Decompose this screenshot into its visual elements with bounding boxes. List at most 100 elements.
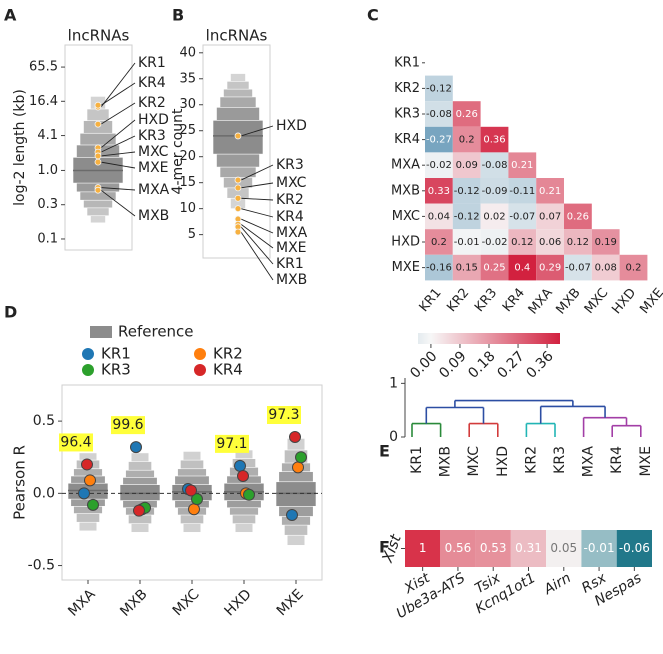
- point-label: KR2: [276, 192, 304, 208]
- cell-label: 0.29: [539, 263, 561, 274]
- heat-cell: [480, 178, 509, 204]
- heat-cell: [591, 254, 620, 281]
- cell-label: -0.11: [509, 186, 535, 197]
- series-point: [130, 441, 142, 454]
- chart-title: lncRNAs: [68, 27, 130, 45]
- cell-label: 0.05: [550, 541, 577, 555]
- point-label: KR3: [276, 157, 304, 173]
- legend-marker: [82, 348, 94, 360]
- y-tick-label: 0.3: [37, 197, 58, 212]
- point-label: KR3: [138, 128, 166, 144]
- highlight-point: [234, 228, 242, 236]
- y-tick-label: 20: [179, 149, 196, 164]
- cell-label: -0.12: [426, 83, 452, 94]
- heat-cell: [480, 229, 509, 255]
- colorbar-tick-label: 0.27: [494, 348, 527, 381]
- heat-cell: [508, 254, 537, 281]
- legend-label: KR3: [101, 361, 131, 379]
- cell-label: -0.12: [454, 186, 480, 197]
- heat-cell: [425, 229, 453, 255]
- highlight-point: [234, 176, 242, 184]
- highlight-point: [94, 152, 102, 160]
- heat-cell: [564, 254, 592, 281]
- col-label: KR3: [472, 286, 500, 315]
- row-label: KR3: [394, 107, 420, 122]
- heat-cell: [452, 254, 481, 281]
- annotation: 96.4: [60, 434, 91, 450]
- leader-line: [240, 182, 274, 189]
- col-label: HXD: [609, 286, 639, 318]
- panel-letter: E: [379, 442, 390, 461]
- series-point: [243, 488, 255, 501]
- y-tick-label: 1.0: [37, 163, 58, 178]
- leaf-label: HXD: [495, 446, 511, 477]
- leader-line: [240, 208, 274, 218]
- chart-title: lncRNAs: [206, 27, 268, 45]
- heat-cell: [480, 126, 509, 153]
- cell-label: 0.2: [626, 263, 642, 274]
- series-point: [185, 484, 197, 497]
- series-point: [286, 509, 298, 521]
- point-label: KR4: [276, 209, 304, 225]
- y-tick-label: 30: [179, 97, 196, 112]
- leader-line: [100, 151, 136, 157]
- cell-label: 0.02: [483, 211, 505, 222]
- series-point: [234, 459, 246, 472]
- leader-line: [100, 135, 136, 153]
- cell-label: 0.07: [539, 211, 561, 222]
- row-label: Xist: [378, 531, 405, 566]
- row-label: KR4: [394, 132, 420, 147]
- heat-cell: [536, 254, 564, 281]
- col-label: KR1: [417, 286, 445, 315]
- y-axis-label: 4-mer count: [170, 108, 186, 194]
- y-tick-label: 35: [179, 71, 196, 86]
- heat-cell: [510, 530, 547, 567]
- cell-label: -0.08: [426, 109, 452, 120]
- cell-label: 0.04: [428, 211, 450, 222]
- point-label: MXB: [276, 272, 307, 288]
- heat-cell: [508, 152, 537, 178]
- series-point: [78, 487, 90, 500]
- series-point: [191, 493, 203, 506]
- highlight-point: [94, 120, 102, 128]
- leader-line: [240, 164, 274, 181]
- cell-label: 0.08: [595, 263, 617, 274]
- y-tick-label: 0.0: [33, 485, 55, 501]
- annotation: 97.1: [216, 436, 247, 452]
- point-label: HXD: [276, 118, 307, 134]
- col-label: MXC: [582, 286, 612, 317]
- col-label: KR2: [444, 286, 472, 315]
- colorbar-tick-label: 0.18: [465, 348, 498, 381]
- cell-label: -0.02: [426, 160, 452, 171]
- panel-letter: B: [172, 6, 184, 25]
- leader-line: [240, 218, 274, 234]
- leaf-label: KR3: [552, 446, 568, 474]
- annotation-box: [215, 434, 249, 453]
- leaf-label: MXE: [638, 446, 654, 477]
- y-tick-label: 16.4: [29, 94, 58, 109]
- x-tick-label: Airn: [541, 570, 574, 598]
- cell-label: -0.02: [482, 237, 508, 248]
- cell-label: 0.21: [511, 160, 533, 171]
- heat-cell: [616, 530, 652, 567]
- row-label: MXE: [392, 260, 420, 275]
- cell-label: 0.53: [480, 541, 507, 555]
- x-tick-label: MXB: [117, 586, 150, 619]
- highlight-point: [234, 132, 242, 140]
- legend-label: KR4: [213, 361, 243, 379]
- row-label: MXC: [392, 209, 420, 224]
- cell-label: 0.26: [567, 211, 589, 222]
- heat-cell: [452, 229, 481, 255]
- point-label: KR2: [138, 95, 166, 111]
- heat-cell: [425, 101, 453, 127]
- heat-cell: [591, 229, 620, 255]
- leader-line: [240, 231, 274, 281]
- leader-line: [100, 161, 136, 169]
- legend-label: KR1: [101, 345, 131, 363]
- col-label: MXB: [553, 286, 583, 318]
- y-tick-label: 0.5: [33, 413, 55, 429]
- heat-cell: [452, 152, 481, 178]
- plot-frame: [202, 44, 271, 259]
- y-tick-label: 40: [179, 45, 196, 60]
